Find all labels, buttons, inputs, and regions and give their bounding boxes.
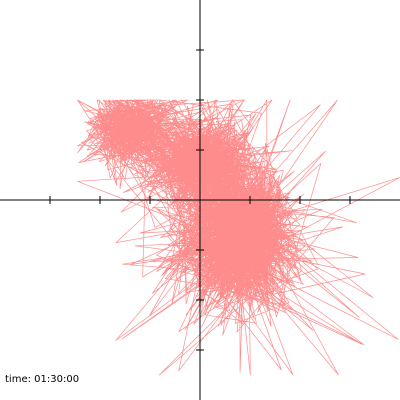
time-label: time: bbox=[5, 374, 31, 385]
time-value: 01:30:00 bbox=[34, 374, 80, 385]
trajectory-line bbox=[77, 99, 400, 376]
trajectory-series bbox=[77, 99, 400, 376]
time-readout: time: 01:30:00 bbox=[5, 374, 79, 385]
